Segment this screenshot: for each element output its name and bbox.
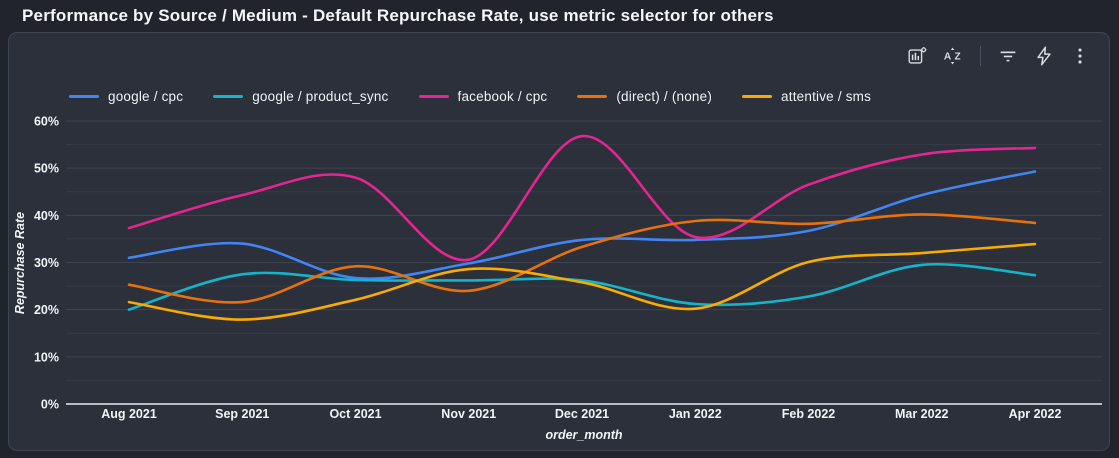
x-tick-label: Nov 2021 [441, 407, 496, 421]
x-tick-label: Dec 2021 [555, 407, 609, 421]
svg-text:Z: Z [955, 52, 961, 63]
x-tick-label: Feb 2022 [782, 407, 836, 421]
more-options-icon[interactable] [1067, 43, 1093, 69]
y-tick-label: 0% [41, 398, 59, 412]
optional-metrics-chart-icon[interactable] [904, 43, 930, 69]
svg-text:A: A [944, 52, 952, 63]
chart-card: A Z [8, 32, 1110, 451]
series-line-attentive-sms[interactable] [127, 242, 1037, 321]
quick-actions-lightning-icon[interactable] [1031, 43, 1057, 69]
x-tick-label: Oct 2021 [329, 407, 381, 421]
legend-swatch [577, 95, 608, 98]
x-tick-label: Sep 2021 [215, 407, 269, 421]
x-tick-label: Aug 2021 [101, 407, 157, 421]
x-axis-title: order_month [545, 428, 622, 442]
filter-icon[interactable] [995, 43, 1021, 69]
y-tick-label: 40% [34, 209, 59, 223]
y-tick-label: 20% [34, 303, 59, 317]
page-title: Performance by Source / Medium - Default… [22, 6, 774, 25]
legend-label: facebook / cpc [457, 89, 548, 104]
legend-item[interactable]: (direct) / (none) [577, 89, 712, 104]
legend-item[interactable]: facebook / cpc [418, 89, 548, 104]
chart-legend: google / cpc google / product_sync faceboo… [69, 89, 871, 104]
x-tick-label: Mar 2022 [895, 407, 949, 421]
legend-label: attentive / sms [781, 89, 872, 104]
sort-az-icon[interactable]: A Z [940, 43, 966, 69]
legend-label: google / product_sync [252, 89, 389, 104]
legend-swatch [742, 95, 773, 98]
y-tick-label: 30% [34, 256, 59, 270]
legend-label: google / cpc [108, 89, 184, 104]
legend-item[interactable]: google / product_sync [213, 89, 388, 104]
x-tick-label: Jan 2022 [669, 407, 722, 421]
series-line-facebook-cpc[interactable] [127, 134, 1037, 262]
toolbar-divider [980, 46, 981, 66]
legend-label: (direct) / (none) [616, 89, 713, 104]
y-axis-title: Repurchase Rate [13, 212, 27, 314]
legend-item[interactable]: attentive / sms [742, 89, 871, 104]
legend-swatch [69, 95, 99, 98]
legend-item[interactable]: google / cpc [69, 89, 183, 104]
legend-swatch [213, 95, 244, 98]
series-line-google-product-sync[interactable] [127, 262, 1037, 311]
y-tick-label: 50% [34, 162, 59, 176]
legend-swatch [418, 95, 449, 98]
y-tick-label: 60% [34, 115, 59, 129]
y-tick-label: 10% [34, 350, 59, 364]
series-line-google-cpc[interactable] [127, 170, 1037, 280]
series-line-direct-none[interactable] [127, 213, 1037, 304]
line-chart: 0% 10% 20% 30% 40% 50% 60% Aug 2021 Sep 2021 Oct … [13, 115, 1102, 442]
chart-toolbar: A Z [904, 43, 1093, 69]
x-tick-label: Apr 2022 [1009, 407, 1062, 421]
